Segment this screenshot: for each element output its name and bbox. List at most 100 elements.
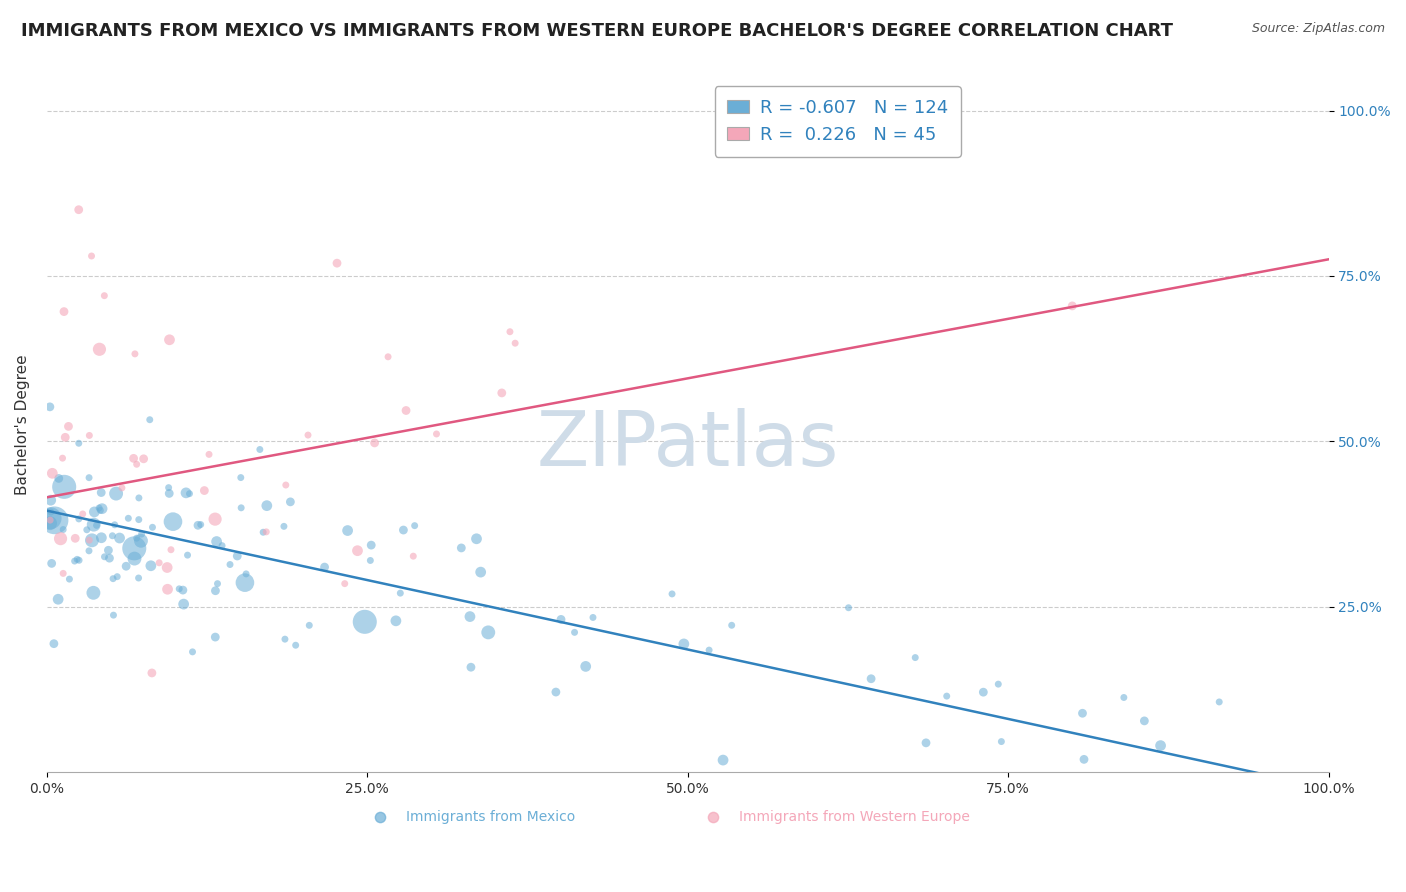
Point [193,483,215,498]
Point [297,428,319,442]
Point [52,523,75,537]
Point [46,592,69,607]
Point [77,471,100,485]
Point [128,491,150,505]
Point [83,505,105,519]
Point [499,325,522,339]
Point [360,538,382,552]
Point [229,470,252,484]
Point [575,659,598,673]
Point [404,518,426,533]
Point [162,515,184,529]
Point [402,549,425,563]
Point [226,549,249,563]
Point [79,428,101,442]
Point [125,457,148,471]
Point [103,608,125,623]
Point [58,419,80,434]
Point [219,558,242,572]
Y-axis label: Bachelor's Degree: Bachelor's Degree [15,354,30,495]
Point [86,518,108,533]
Point [477,625,499,640]
Point [129,533,152,548]
Point [38,400,60,414]
Point [83,517,105,532]
Point [1062,299,1084,313]
Point [101,529,124,543]
Point [368,807,391,822]
Point [336,524,359,538]
Point [987,677,1010,691]
Point [159,333,181,347]
Point [1208,695,1230,709]
Point [235,566,257,581]
Point [105,486,128,500]
Point [76,523,98,537]
Text: Immigrants from Mexico: Immigrants from Mexico [405,810,575,824]
Point [1133,714,1156,728]
Point [141,665,163,680]
Point [42,637,65,651]
Point [156,582,179,597]
Point [122,451,145,466]
Point [564,625,586,640]
Point [172,583,194,598]
Point [458,609,481,624]
Point [124,541,146,556]
Point [204,630,226,644]
Point [51,451,73,466]
Point [450,541,472,555]
Point [838,600,860,615]
Point [550,612,572,626]
Point [274,478,297,492]
Point [174,486,197,500]
Point [124,551,146,566]
Text: ZIPatlas: ZIPatlas [537,409,839,483]
Point [377,350,399,364]
Point [661,587,683,601]
Point [544,685,567,699]
Point [66,552,89,566]
Point [101,572,124,586]
Point [156,560,179,574]
Point [63,554,86,568]
Point [77,544,100,558]
Point [176,548,198,562]
Point [720,618,742,632]
Point [157,481,180,495]
Point [128,571,150,585]
Point [702,807,724,822]
Point [80,533,103,548]
Point [249,442,271,457]
Point [359,553,381,567]
Point [148,556,170,570]
Point [972,685,994,699]
Point [67,553,90,567]
Point [131,527,153,541]
Point [141,520,163,534]
Point [139,413,162,427]
Point [207,576,229,591]
Point [53,430,76,444]
Point [935,689,957,703]
Point [117,511,139,525]
Point [39,516,62,531]
Point [82,586,104,600]
Point [39,493,62,508]
Point [124,347,146,361]
Point [115,559,138,574]
Point [190,517,212,532]
Point [395,403,418,417]
Point [385,614,408,628]
Text: Immigrants from Western Europe: Immigrants from Western Europe [740,810,970,824]
Point [157,486,180,500]
Point [48,471,70,485]
Point [460,660,482,674]
Point [582,610,605,624]
Point [392,523,415,537]
Point [139,558,162,573]
Point [111,481,134,495]
Point [326,256,349,270]
Point [52,566,75,581]
Point [204,512,226,526]
